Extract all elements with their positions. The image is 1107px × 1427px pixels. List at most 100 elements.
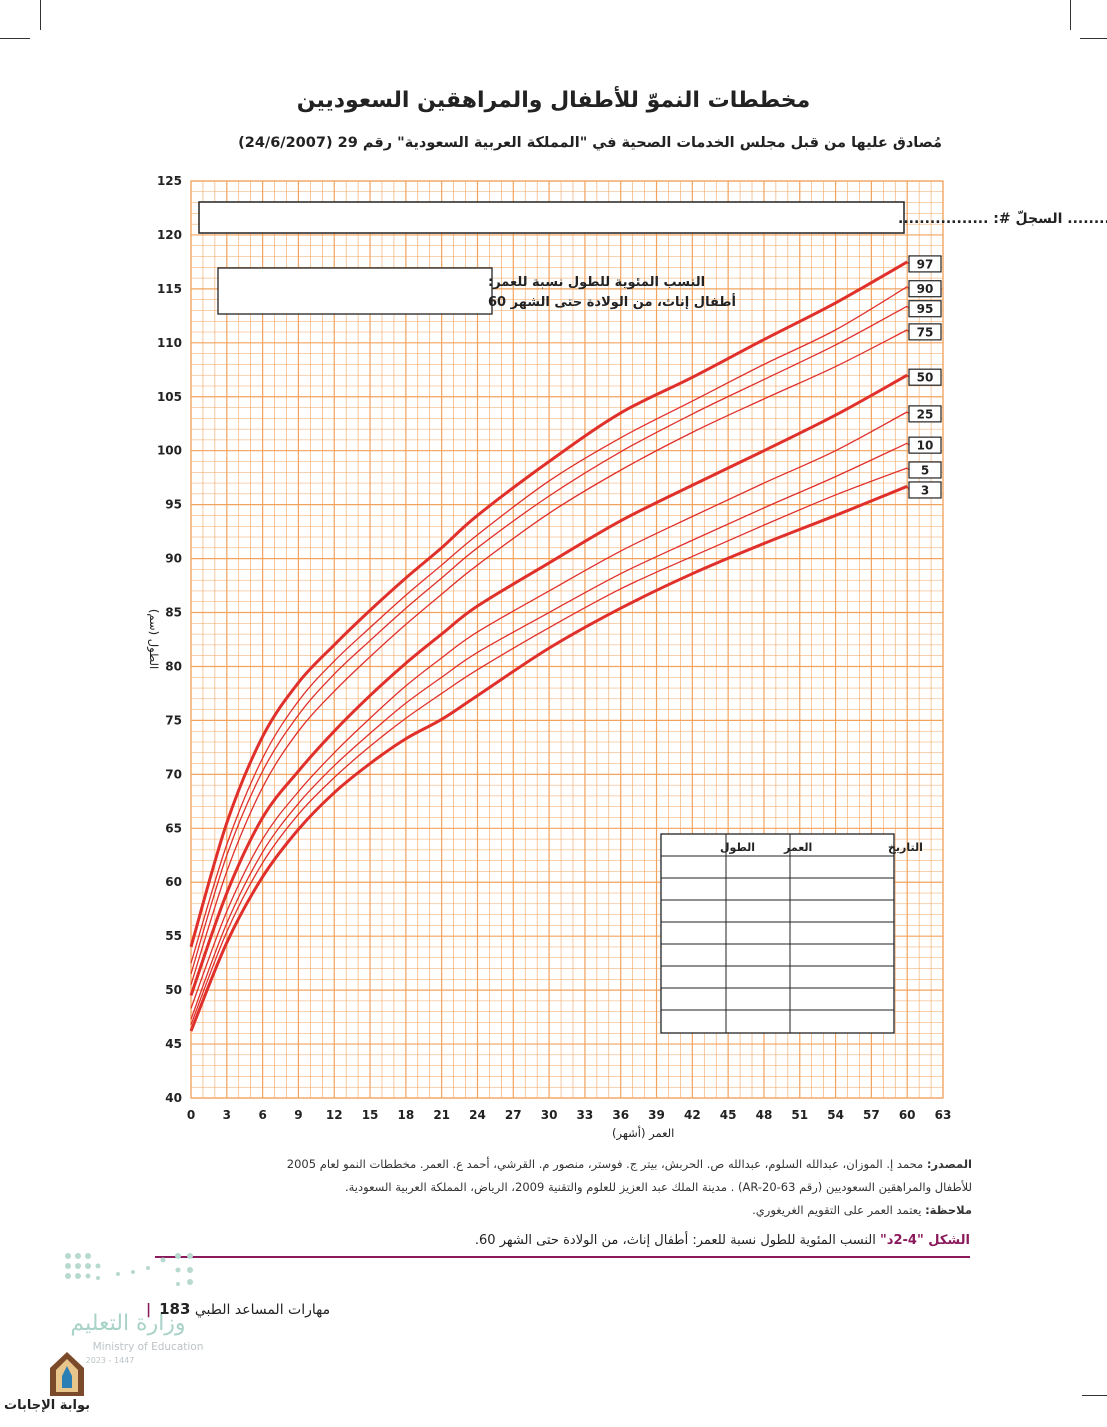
logo-year: 2023 - 1447 (86, 1356, 135, 1365)
chart-note-line1: النسب المئوية للطول نسبة للعمر: (488, 275, 705, 290)
x-tick-label: 27 (505, 1108, 522, 1122)
y-tick-label: 125 (157, 174, 182, 188)
series-label-p75: 75 (917, 325, 934, 339)
series-line-p3 (189, 484, 908, 1032)
x-tick-label: 12 (326, 1108, 343, 1122)
series-label-box (908, 300, 942, 318)
y-tick-label: 40 (165, 1091, 182, 1105)
series-line-p10 (190, 442, 908, 1020)
crop-mark (1070, 0, 1071, 30)
series-label-p10: 10 (917, 439, 934, 453)
series-line-p5 (190, 467, 908, 1025)
x-tick-label: 3 (223, 1108, 231, 1122)
chart-note-line2: أطفال إناث، من الولادة حتى الشهر 60 (488, 293, 736, 310)
series-label-box (908, 405, 942, 423)
x-tick-label: 18 (398, 1108, 415, 1122)
caption-text: النسب المئوية للطول نسبة للعمر: أطفال إن… (474, 1233, 876, 1248)
page-subtitle: مُصادق عليها من قبل مجلس الخدمات الصحية … (238, 135, 942, 151)
source-label: المصدر: (926, 1157, 972, 1171)
ministry-logo: وزارة التعليم Ministry of Education 2023… (65, 1253, 204, 1365)
series-label-box (908, 255, 942, 273)
series-line-p25 (190, 411, 908, 1009)
figure-caption: الشكل "4-2د" النسب المئوية للطول نسبة لل… (475, 1233, 970, 1248)
series-label-box (908, 461, 942, 479)
series-label-p95: 95 (917, 302, 934, 316)
x-tick-label: 51 (791, 1108, 808, 1122)
y-tick-label: 55 (165, 929, 182, 943)
x-tick-label: 30 (541, 1108, 558, 1122)
series-label-box (908, 436, 942, 454)
y-tick-label: 85 (165, 606, 182, 620)
logo-subtitle: Ministry of Education (93, 1341, 204, 1353)
x-tick-label: 21 (433, 1108, 450, 1122)
x-tick-label: 36 (612, 1108, 629, 1122)
brand-label: بوابة الإجابات (4, 1398, 90, 1413)
y-tick-label: 60 (165, 875, 182, 889)
note-label: ملاحظة: (925, 1203, 972, 1217)
x-tick-label: 6 (258, 1108, 266, 1122)
x-tick-label: 48 (756, 1108, 773, 1122)
page-number: 183 (159, 1300, 191, 1318)
note-line: ملاحظة: يعتمد العمر على التقويم الغريغور… (752, 1203, 972, 1217)
y-axis-label: الطول (سم) (146, 609, 161, 669)
x-tick-label: 9 (294, 1108, 302, 1122)
y-tick-label: 75 (165, 713, 182, 727)
page-footer: مهارات المساعد الطبي 183| (146, 1300, 331, 1318)
series-label-box (908, 481, 942, 499)
y-tick-label: 65 (165, 821, 182, 835)
series-label-p50: 50 (917, 371, 934, 385)
y-tick-label: 45 (165, 1037, 182, 1051)
crop-mark (1080, 38, 1107, 39)
series-label-p25: 25 (917, 407, 934, 421)
growth-chart: 0 3 6 9 12 15 18 21 24 27 30 33 36 39 42 45 48 51 54 57 60 63… (146, 174, 1107, 1141)
y-tick-label: 110 (157, 336, 182, 350)
x-tick-label: 24 (469, 1108, 486, 1122)
chart-ticks: 0 3 6 9 12 15 18 21 24 27 30 33 36 39 42 45 48 51 54 57 60 63… (157, 174, 951, 1122)
footer-text: مهارات المساعد الطبي (194, 1302, 331, 1318)
chart-note-box (217, 267, 493, 315)
series-line-p50 (189, 373, 908, 997)
table-header-date: التاريخ (888, 841, 923, 854)
y-tick-label: 95 (165, 498, 182, 512)
series-label-box (908, 280, 942, 298)
page-title: مخططات النموّ للأطفال والمراهقين السعودي… (296, 88, 811, 113)
brand-icon (50, 1352, 84, 1396)
y-tick-label: 100 (157, 444, 182, 458)
source-text: محمد إ. الموزان، عبدالله السلوم، عبدالله… (286, 1157, 924, 1171)
source-line-1: المصدر: محمد إ. الموزان، عبدالله السلوم،… (287, 1157, 972, 1171)
y-tick-label: 80 (165, 659, 182, 673)
chart-series (189, 260, 908, 1032)
table-header-height: الطول (720, 841, 755, 854)
crop-mark (1082, 1395, 1107, 1396)
series-label-p90: 90 (917, 282, 934, 296)
crop-mark (40, 0, 41, 30)
series-line-p90 (190, 286, 908, 964)
series-label-p3: 3 (921, 483, 929, 497)
patient-form-box (198, 201, 905, 234)
x-tick-label: 63 (935, 1108, 952, 1122)
caption-divider (155, 1256, 970, 1258)
series-line-p97 (189, 260, 908, 948)
x-tick-label: 57 (863, 1108, 880, 1122)
x-tick-label: 15 (362, 1108, 379, 1122)
y-tick-label: 120 (157, 228, 182, 242)
x-tick-label: 33 (577, 1108, 594, 1122)
y-tick-label: 105 (157, 390, 182, 404)
note-text: يعتمد العمر على التقويم الغريغوري. (752, 1203, 922, 1217)
table-header-age: العمر (783, 841, 812, 854)
caption-label: الشكل "4-2د" (880, 1233, 970, 1248)
x-tick-label: 42 (684, 1108, 701, 1122)
series-labels: 97 90 95 75 50 25 10 5 3 (906, 255, 942, 499)
x-axis-label: العمر (أشهر) (612, 1125, 674, 1141)
logo-text: وزارة التعليم (70, 1311, 185, 1336)
series-line-p95 (190, 305, 908, 975)
series-label-p97: 97 (917, 257, 934, 271)
y-tick-label: 90 (165, 552, 182, 566)
x-tick-label: 45 (720, 1108, 737, 1122)
x-tick-label: 54 (827, 1108, 844, 1122)
y-tick-label: 115 (157, 282, 182, 296)
series-line-p75 (190, 329, 908, 985)
patient-form-line: الاسم: .................. تاريخ الميلاد:… (898, 210, 1107, 227)
series-label-box (908, 368, 942, 386)
y-tick-label: 70 (165, 767, 182, 781)
